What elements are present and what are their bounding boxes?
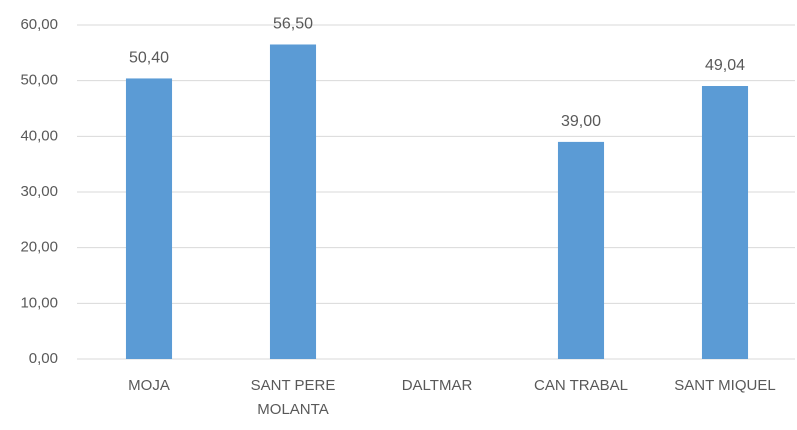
x-tick-label: SANT MIQUEL [674, 377, 775, 394]
data-label: 56,50 [273, 16, 313, 33]
y-tick-label: 60,00 [20, 16, 58, 33]
x-tick-label: CAN TRABAL [534, 377, 628, 394]
y-tick-label: 10,00 [20, 294, 58, 311]
y-tick-label: 20,00 [20, 239, 58, 256]
y-tick-label: 50,00 [20, 72, 58, 89]
bar [125, 78, 173, 359]
y-tick-label: 30,00 [20, 183, 58, 200]
x-tick-label: DALTMAR [402, 377, 473, 394]
x-tick-label: MOJA [128, 377, 170, 394]
bar [701, 86, 749, 359]
data-label: 39,00 [561, 113, 601, 130]
x-tick-label: SANT PERE MOLANTA [251, 377, 336, 418]
data-label: 49,04 [705, 57, 745, 74]
y-tick-label: 0,00 [29, 350, 58, 367]
y-tick-label: 40,00 [20, 127, 58, 144]
bar [269, 44, 317, 359]
data-label: 50,40 [129, 50, 169, 67]
bar [557, 141, 605, 359]
